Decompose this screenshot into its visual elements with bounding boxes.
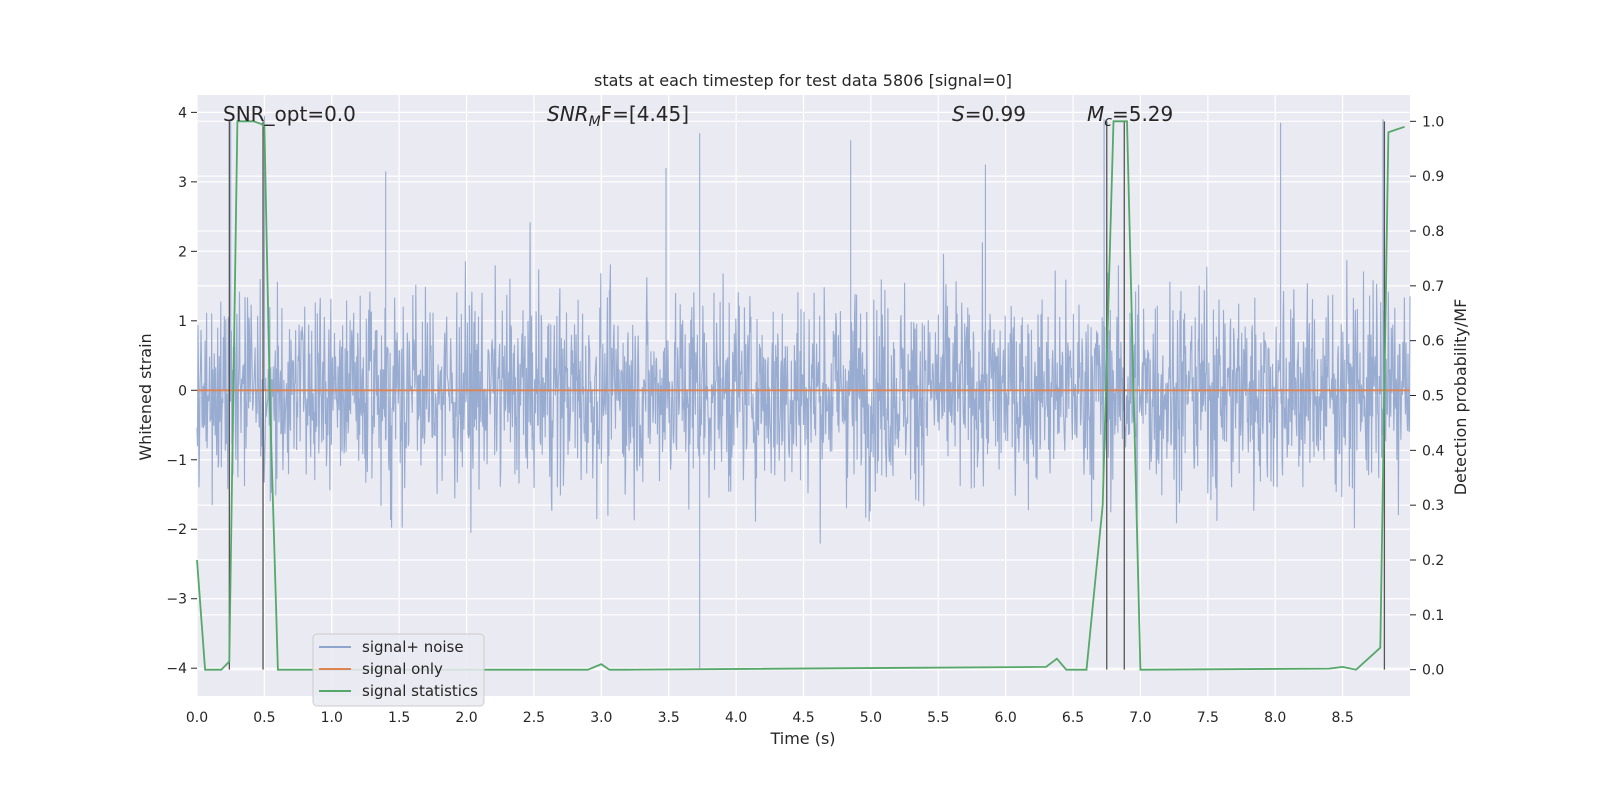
- x-tick-label: 7.0: [1129, 710, 1151, 726]
- y2-axis-ticks: 0.0 0.1 0.2 0.3 0.4 0.5 0.6 0.7 0.8 0.9 1.0: [1410, 114, 1444, 679]
- series-signal-statistics: [196, 120, 1405, 671]
- legend: signal+ noise signal only signal statist…: [312, 633, 485, 707]
- y-tick-label: 3: [178, 175, 187, 191]
- annotation-snr-mf: SNRMF=[4.45]: [547, 102, 689, 130]
- x-tick-label: 1.5: [388, 710, 410, 726]
- chart-title: stats at each timestep for test data 580…: [594, 71, 1012, 90]
- annotation-s: S=0.99: [952, 102, 1026, 126]
- mc-value: =5.29: [1112, 102, 1173, 126]
- x-tick-label: 0.5: [253, 710, 275, 726]
- y2-tick-label: 0.9: [1422, 169, 1444, 185]
- y-tick-label: 1: [178, 314, 187, 330]
- mc-sub: c: [1104, 114, 1112, 130]
- annotation-snr-opt: SNR_opt=0.0: [223, 102, 356, 126]
- snr-mf-main: SNR: [547, 102, 589, 126]
- legend-label-stats: signal statistics: [362, 682, 478, 700]
- mc-symbol: M: [1087, 102, 1104, 126]
- y2-tick-label: 1.0: [1422, 114, 1444, 130]
- x-tick-label: 5.5: [927, 710, 949, 726]
- y2-tick-label: 0.6: [1422, 334, 1444, 350]
- y2-tick-label: 0.7: [1422, 279, 1444, 295]
- y2-tick-label: 0.5: [1422, 389, 1444, 405]
- x-tick-label: 8.0: [1264, 710, 1286, 726]
- x-tick-label: 7.5: [1197, 710, 1219, 726]
- snr-mf-rest: F=[4.45]: [601, 102, 689, 126]
- y2-tick-label: 0.1: [1422, 608, 1444, 624]
- x-tick-label: 1.0: [321, 710, 343, 726]
- y-tick-label: 4: [178, 105, 187, 121]
- y2-tick-label: 0.2: [1422, 553, 1444, 569]
- y-tick-label: −4: [166, 661, 187, 677]
- y-tick-label: 0: [178, 383, 187, 399]
- y-tick-label: −2: [166, 522, 187, 538]
- y-tick-label: −3: [166, 592, 187, 608]
- x-tick-label: 6.0: [995, 710, 1017, 726]
- x-tick-label: 4.0: [725, 710, 747, 726]
- x-tick-label: 4.5: [792, 710, 814, 726]
- y2-tick-label: 0.8: [1422, 224, 1444, 240]
- y-axis-ticks: −4 −3 −2 −1 0 1 2 3 4: [166, 105, 197, 677]
- annotation-mc: Mc=5.29: [1087, 102, 1173, 130]
- x-axis-label: Time (s): [769, 729, 835, 748]
- series-layer: [196, 115, 1411, 671]
- s-symbol: S: [952, 102, 965, 126]
- x-tick-label: 6.5: [1062, 710, 1084, 726]
- y-tick-label: 2: [178, 244, 187, 260]
- x-tick-label: 8.5: [1331, 710, 1353, 726]
- x-tick-label: 3.5: [658, 710, 680, 726]
- y2-axis-label: Detection probability/MF: [1451, 299, 1470, 496]
- y2-tick-label: 0.0: [1422, 663, 1444, 679]
- legend-label-signal: signal only: [362, 660, 443, 678]
- x-tick-label: 2.5: [523, 710, 545, 726]
- legend-label-noise: signal+ noise: [362, 638, 464, 656]
- x-tick-label: 0.0: [186, 710, 208, 726]
- y2-tick-label: 0.3: [1422, 498, 1444, 514]
- series-signal-noise: [196, 115, 1411, 669]
- x-axis-ticks: 0.0 0.5 1.0 1.5 2.0 2.5 3.0 3.5 4.0 4.5 5.0 5.5 6.0 6…: [186, 710, 1354, 726]
- y-axis-label: Whitened strain: [136, 333, 155, 460]
- s-value: =0.99: [965, 102, 1026, 126]
- y2-tick-label: 0.4: [1422, 443, 1444, 459]
- snr-mf-sub: M: [589, 114, 601, 130]
- legend-box: [312, 633, 485, 707]
- y-tick-label: −1: [166, 453, 187, 469]
- x-tick-label: 3.0: [590, 710, 612, 726]
- x-tick-label: 2.0: [455, 710, 477, 726]
- x-tick-label: 5.0: [860, 710, 882, 726]
